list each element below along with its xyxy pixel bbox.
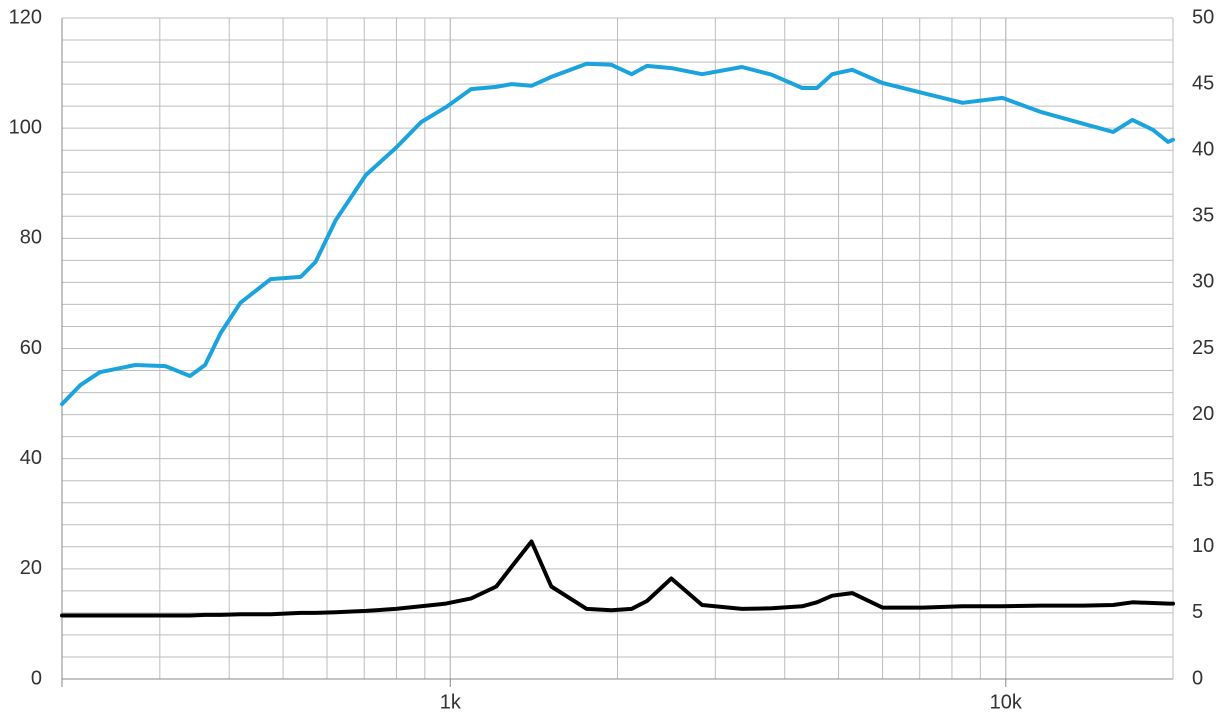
y2-tick-label: 5 [1192, 601, 1203, 623]
y-tick-label: 0 [31, 667, 42, 689]
series-line [60, 539, 1175, 618]
series-line [60, 61, 1175, 407]
y2-tick-label: 50 [1192, 6, 1214, 28]
y-tick-label: 40 [20, 447, 42, 469]
y2-tick-label: 10 [1192, 535, 1214, 557]
y-tick-label: 100 [9, 116, 42, 138]
x-tick-label: 1k [440, 691, 462, 713]
x-tick-label: 10k [990, 691, 1023, 713]
y2-tick-label: 20 [1192, 403, 1214, 425]
y2-tick-label: 45 [1192, 72, 1214, 94]
y-tick-label: 80 [20, 227, 42, 249]
y-tick-label: 20 [20, 557, 42, 579]
y2-tick-label: 25 [1192, 337, 1214, 359]
y2-tick-label: 30 [1192, 271, 1214, 293]
y-tick-label: 120 [9, 6, 42, 28]
y-tick-label: 60 [20, 337, 42, 359]
y2-tick-label: 40 [1192, 138, 1214, 160]
y2-tick-label: 0 [1192, 667, 1203, 689]
y2-tick-label: 15 [1192, 469, 1214, 491]
y2-tick-label: 35 [1192, 205, 1214, 227]
